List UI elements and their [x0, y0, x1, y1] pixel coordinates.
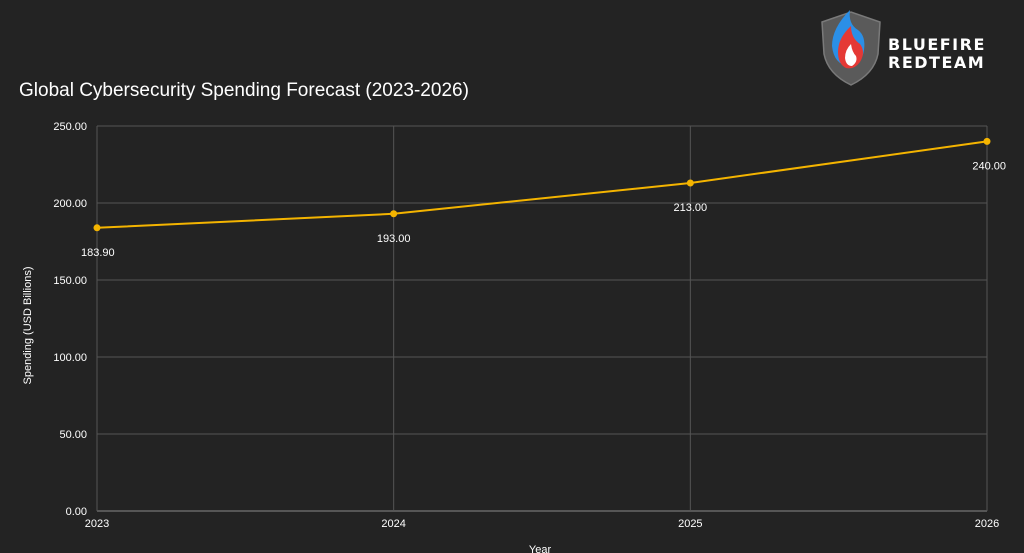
data-label: 183.90	[81, 247, 115, 259]
data-point	[686, 179, 694, 187]
y-tick-label: 50.00	[59, 429, 87, 441]
data-label: 193.00	[377, 233, 411, 245]
x-tick-label: 2023	[85, 518, 109, 530]
flame-shield-icon	[821, 10, 881, 86]
x-tick-label: 2024	[381, 518, 405, 530]
logo-line-1: BLUEFIRE	[888, 35, 986, 54]
chart-title: Global Cybersecurity Spending Forecast (…	[19, 80, 469, 101]
bluefire-redteam-logo: BLUEFIRE REDTEAM	[818, 6, 998, 88]
y-axis-title: Spending (USD Billions)	[22, 267, 34, 385]
data-point	[93, 224, 101, 232]
x-tick-label: 2026	[975, 518, 999, 530]
x-axis-title: Year	[529, 544, 552, 553]
y-tick-label: 250.00	[53, 121, 87, 133]
x-tick-label: 2025	[678, 518, 702, 530]
series-line	[96, 140, 988, 229]
data-point	[390, 210, 398, 218]
data-label: 213.00	[674, 202, 708, 214]
data-label: 240.00	[972, 160, 1006, 172]
y-tick-label: 150.00	[53, 275, 87, 287]
data-point	[983, 137, 991, 145]
logo-line-2: REDTEAM	[888, 53, 986, 72]
y-tick-label: 100.00	[53, 352, 87, 364]
y-tick-label: 0.00	[66, 506, 87, 518]
y-tick-label: 200.00	[53, 198, 87, 210]
